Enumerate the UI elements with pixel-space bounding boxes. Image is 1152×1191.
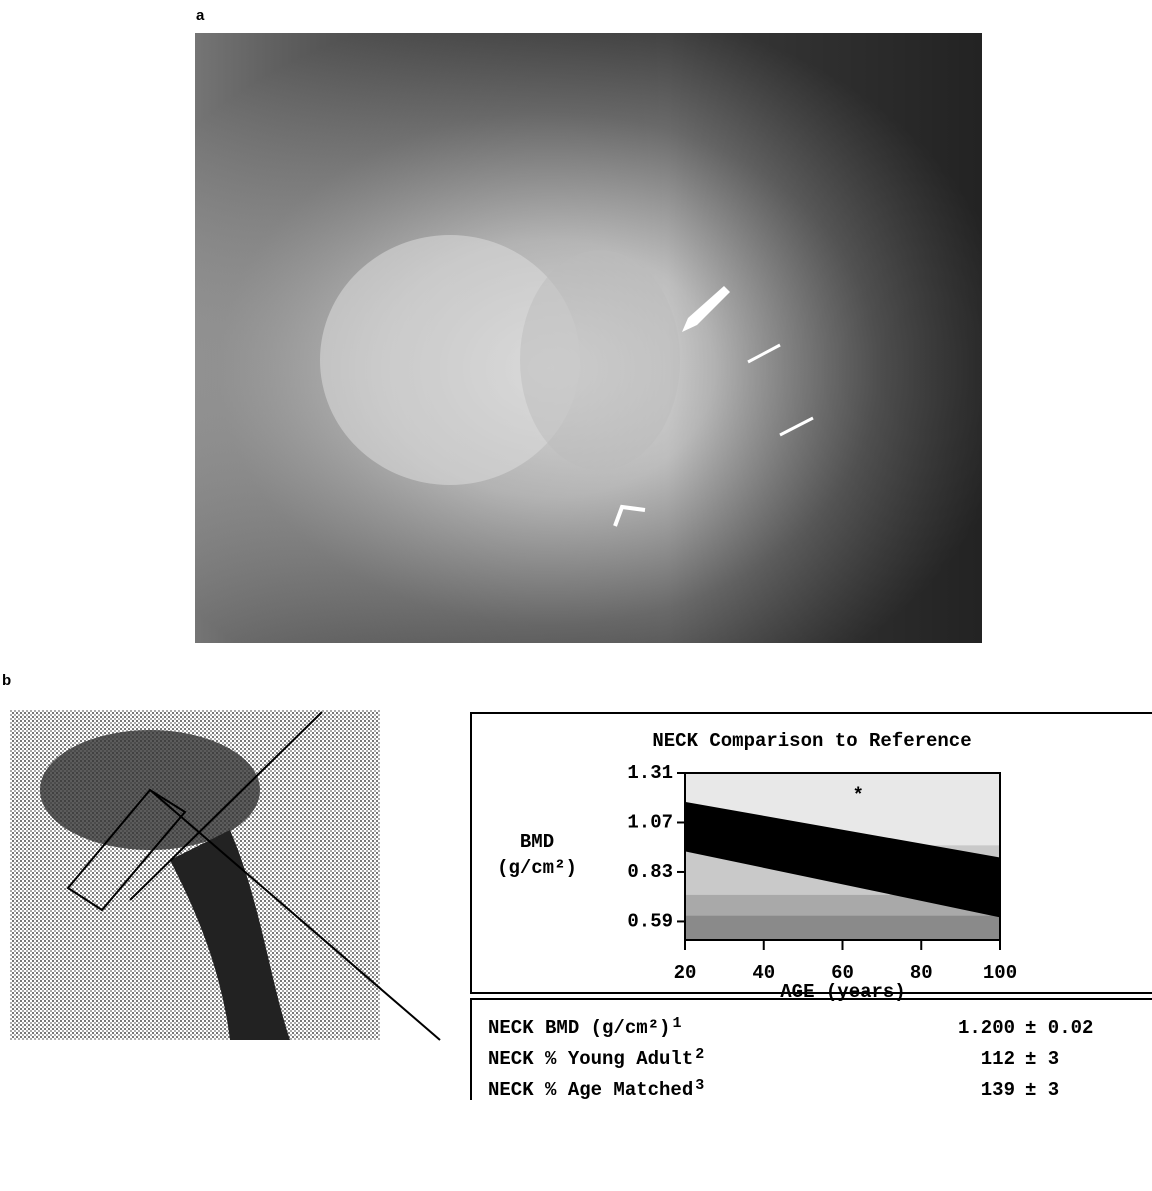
x-tick-label: 80 bbox=[910, 962, 933, 984]
x-tick-label: 20 bbox=[674, 962, 697, 984]
row-label: NECK % Young Adult bbox=[488, 1048, 693, 1070]
row-value: 1.200 bbox=[958, 1017, 1015, 1039]
x-axis-label: AGE (years) bbox=[780, 981, 905, 1003]
row-error: ± 0.02 bbox=[1025, 1017, 1093, 1039]
y-tick-label: 1.31 bbox=[627, 762, 673, 784]
footnote-mark: 2 bbox=[695, 1046, 704, 1063]
row-label: NECK BMD (g/cm²) bbox=[488, 1017, 670, 1039]
figure: a b NECK Comparison to Reference BMD (g/… bbox=[0, 0, 1152, 1186]
row-label: NECK % Age Matched bbox=[488, 1079, 693, 1101]
y-axis-label: (g/cm²) bbox=[497, 857, 577, 879]
footnote-mark: 1 bbox=[672, 1015, 681, 1032]
x-tick-label: 60 bbox=[831, 962, 854, 984]
x-tick-label: 40 bbox=[752, 962, 775, 984]
y-tick-label: 0.83 bbox=[627, 861, 673, 883]
row-error: ± 3 bbox=[1025, 1048, 1059, 1070]
row-value: 112 bbox=[981, 1048, 1015, 1070]
y-tick-label: 1.07 bbox=[627, 811, 673, 833]
x-tick-label: 100 bbox=[983, 962, 1017, 984]
dxa-scan bbox=[10, 710, 440, 1040]
zone bbox=[685, 915, 1000, 940]
panel-label: b bbox=[2, 672, 11, 689]
y-tick-label: 0.59 bbox=[627, 910, 673, 932]
row-error: ± 3 bbox=[1025, 1079, 1059, 1101]
table: NECK BMD (g/cm²)1 1.200 ± 0.02 NECK % Young… bbox=[488, 1015, 1093, 1101]
chart-title: NECK Comparison to Reference bbox=[652, 730, 971, 752]
plot: * 0.59 0.83 1.07 1.31 20 40 60 80 100 bbox=[627, 762, 1017, 984]
row-value: 139 bbox=[981, 1079, 1015, 1101]
panel-label: a bbox=[196, 7, 205, 24]
patient-point: * bbox=[853, 785, 864, 807]
footnote-mark: 3 bbox=[695, 1077, 704, 1094]
y-axis-label: BMD bbox=[520, 831, 554, 853]
xray-image bbox=[195, 33, 982, 643]
